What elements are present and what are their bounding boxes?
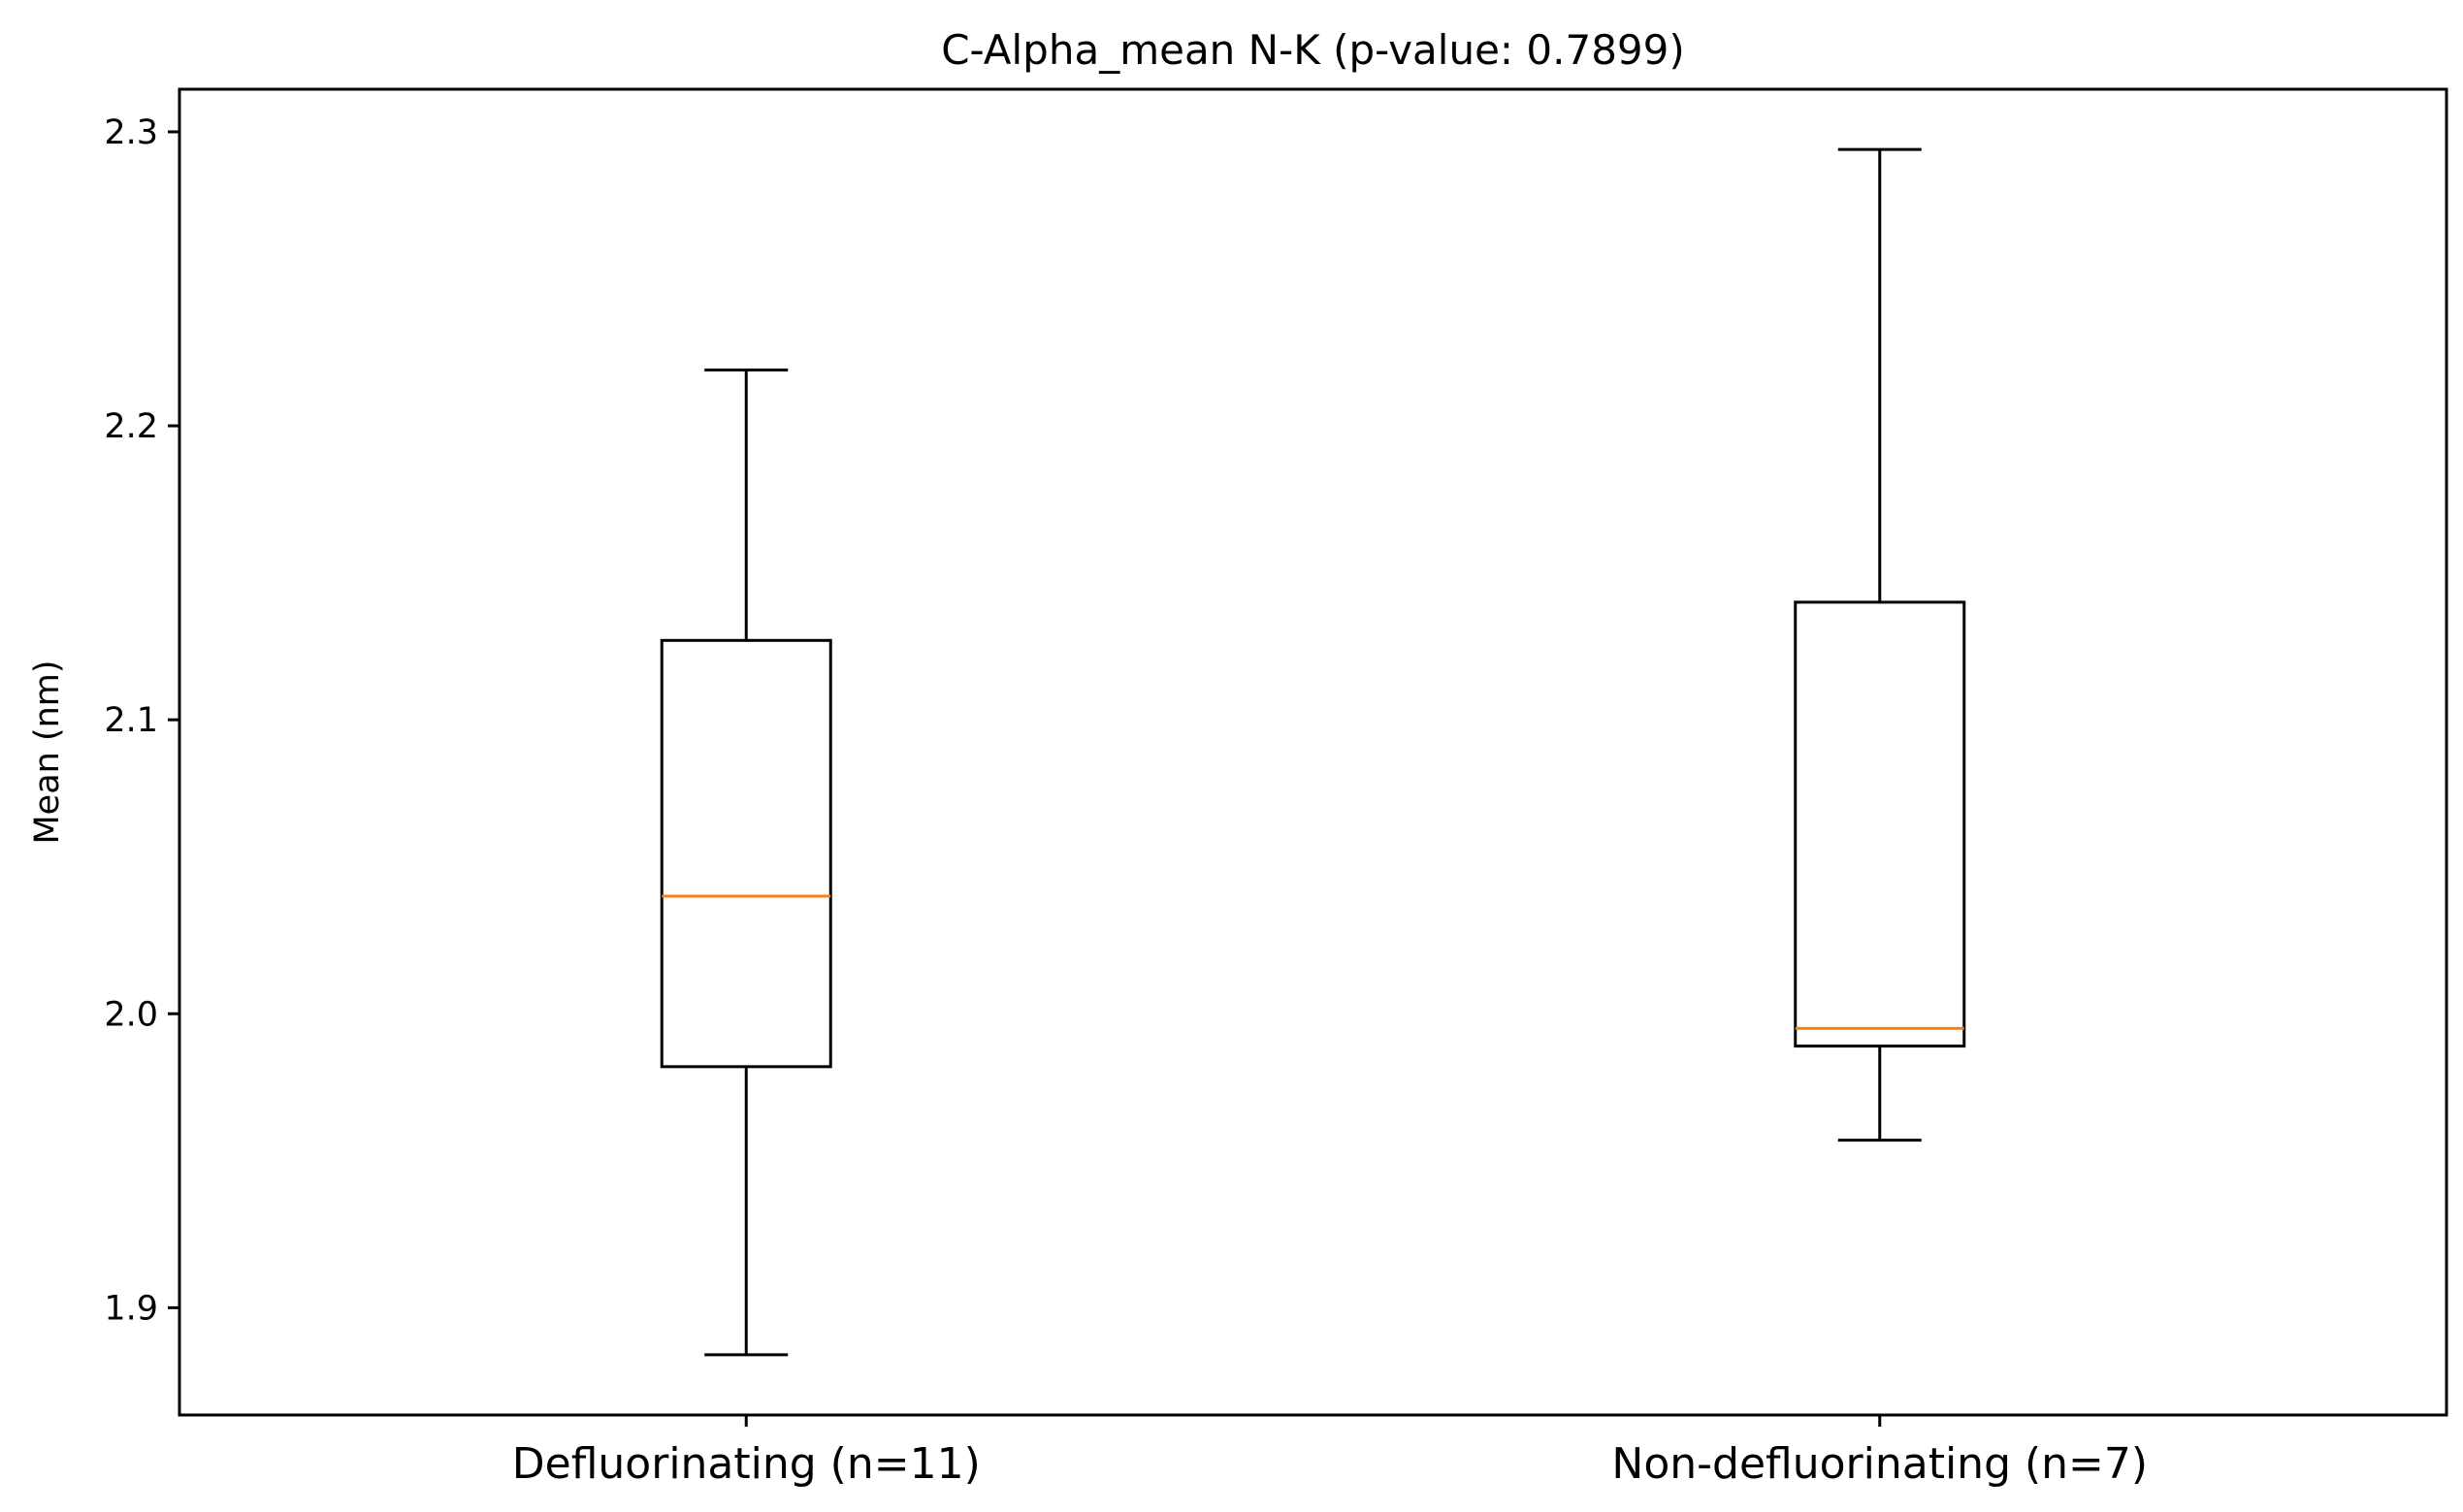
y-tick-label: 2.1 (104, 701, 158, 740)
y-tick-label: 1.9 (104, 1289, 158, 1328)
iqr-box (1794, 600, 1966, 1048)
y-tick-label: 2.2 (104, 407, 158, 446)
box-group (1794, 147, 1966, 1142)
y-axis-ticks: 1.9 2.0 2.1 2.2 2.3 (104, 113, 179, 1328)
x-tick-label: Defluorinating (n=11) (512, 1439, 981, 1489)
plot-area (660, 147, 1966, 1357)
x-axis-ticks: Defluorinating (n=11) Non-defluorinating … (512, 1415, 2148, 1489)
y-tick-label: 2.3 (104, 113, 158, 152)
y-axis-label: Mean (nm) (28, 659, 67, 844)
y-tick-label: 2.0 (104, 995, 158, 1034)
x-tick-label: Non-defluorinating (n=7) (1611, 1439, 2148, 1489)
iqr-box (660, 638, 832, 1069)
box-group (660, 368, 832, 1357)
chart-title: C-Alpha_mean N-K (p-value: 0.7899) (941, 26, 1685, 74)
axes-frame (178, 87, 2448, 1417)
